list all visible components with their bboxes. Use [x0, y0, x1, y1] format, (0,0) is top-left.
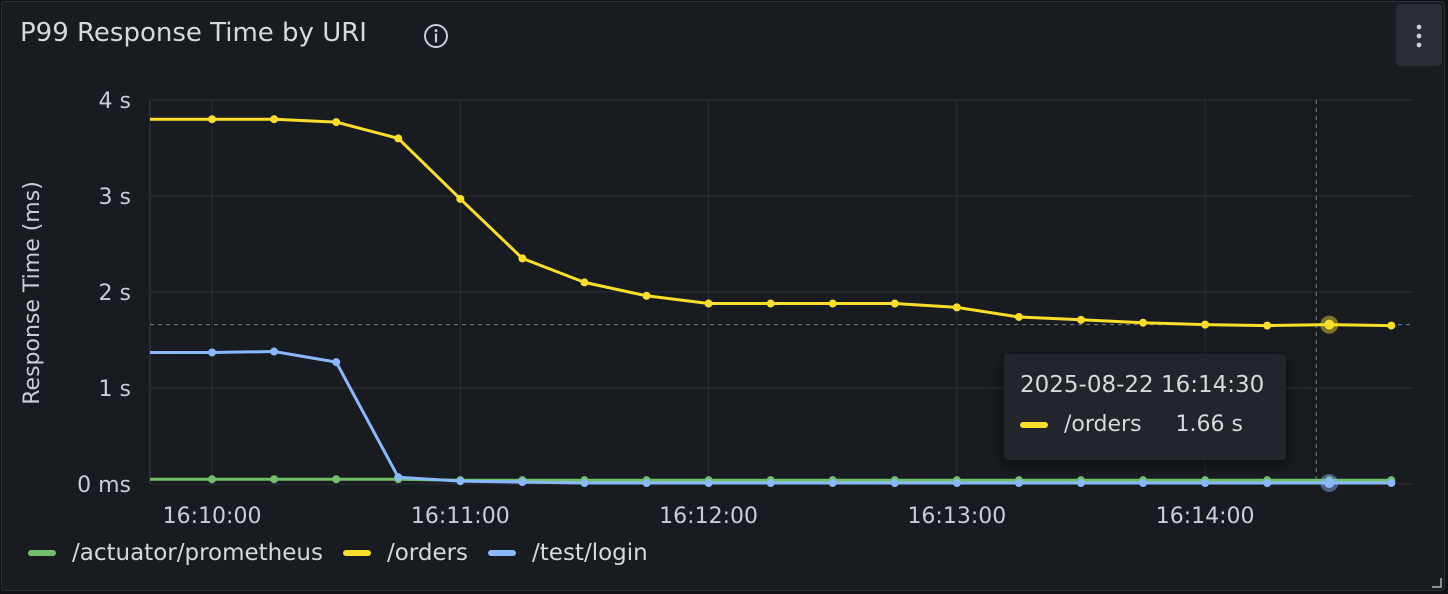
panel-menu-button[interactable]: [1396, 4, 1442, 66]
data-point: [952, 479, 961, 488]
hover-point: [1324, 319, 1335, 330]
tooltip-time: 2025-08-22 16:14:30: [1020, 372, 1265, 398]
data-point: [332, 475, 341, 484]
legend-item[interactable]: /test/login: [488, 540, 648, 566]
data-point: [1139, 479, 1148, 488]
info-circle-icon[interactable]: [423, 23, 449, 49]
series-group: [149, 347, 1396, 493]
data-point: [332, 358, 341, 367]
data-point: [1263, 321, 1272, 330]
data-point: [518, 254, 527, 263]
data-point: [394, 134, 403, 143]
data-point: [208, 475, 217, 484]
data-point: [518, 478, 527, 487]
tooltip-value: 1.66 s: [1175, 412, 1243, 437]
data-point: [766, 299, 775, 308]
hover-tooltip: 2025-08-22 16:14:30 /orders 1.66 s: [1004, 354, 1286, 460]
y-tick-label: 2 s: [99, 281, 131, 306]
legend-label: /orders: [386, 540, 469, 566]
data-point: [1076, 315, 1085, 324]
y-tick-label: 0 ms: [77, 473, 131, 498]
legend-label: /actuator/prometheus: [72, 540, 323, 566]
x-axis: 16:10:00 16:11:00 16:12:00 16:13:00 16:14:00: [163, 504, 1255, 529]
data-point: [580, 278, 589, 287]
x-tick-label: 16:13:00: [907, 504, 1006, 529]
data-point: [642, 291, 651, 300]
data-point: [1139, 318, 1148, 327]
tooltip-series-name: /orders: [1064, 412, 1142, 437]
data-point: [456, 194, 465, 203]
data-point: [1201, 479, 1210, 488]
x-tick-label: 16:10:00: [163, 504, 262, 529]
data-point: [704, 299, 713, 308]
resize-handle[interactable]: [1432, 578, 1442, 588]
data-point: [1076, 479, 1085, 488]
data-point: [456, 477, 465, 486]
data-point: [890, 299, 899, 308]
hover-point: [1324, 478, 1335, 489]
data-point: [208, 348, 217, 357]
data-point: [766, 479, 775, 488]
data-point: [580, 479, 589, 488]
legend: /actuator/prometheus/orders/test/login: [28, 540, 668, 566]
legend-label: /test/login: [532, 540, 648, 566]
tooltip-series-swatch: [1020, 421, 1048, 428]
legend-swatch: [342, 550, 371, 556]
data-point: [332, 118, 341, 127]
x-tick-label: 16:14:00: [1156, 504, 1255, 529]
series: [149, 115, 1396, 493]
data-point: [208, 115, 217, 124]
data-point: [1263, 479, 1272, 488]
y-axis-label: Response Time (ms): [20, 181, 45, 405]
data-point: [1387, 479, 1396, 488]
data-point: [828, 299, 837, 308]
series-group: [150, 115, 1396, 334]
y-axis: 0 ms 1 s 2 s 3 s 4 s: [77, 89, 131, 498]
data-point: [828, 479, 837, 488]
legend-swatch: [28, 550, 56, 556]
data-point: [1201, 320, 1210, 329]
data-point: [704, 479, 713, 488]
data-point: [1014, 479, 1023, 488]
y-tick-label: 3 s: [99, 185, 131, 210]
y-tick-label: 4 s: [99, 89, 131, 114]
y-tick-label: 1 s: [99, 377, 131, 402]
panel-title: P99 Response Time by URI: [20, 18, 367, 48]
legend-swatch: [488, 550, 517, 556]
data-point: [270, 115, 279, 124]
kebab-menu-icon: [1416, 24, 1422, 48]
data-point: [270, 347, 279, 356]
data-point: [394, 473, 403, 482]
data-point: [270, 475, 279, 484]
legend-item[interactable]: /orders: [342, 540, 469, 566]
tooltip-row: /orders 1.66 s: [1020, 412, 1270, 437]
data-point: [1387, 321, 1396, 330]
data-point: [642, 479, 651, 488]
x-tick-label: 16:12:00: [659, 504, 758, 529]
data-point: [1014, 312, 1023, 321]
legend-item[interactable]: /actuator/prometheus: [28, 540, 323, 566]
data-point: [890, 479, 899, 488]
x-tick-label: 16:11:00: [411, 504, 510, 529]
data-point: [952, 303, 961, 312]
